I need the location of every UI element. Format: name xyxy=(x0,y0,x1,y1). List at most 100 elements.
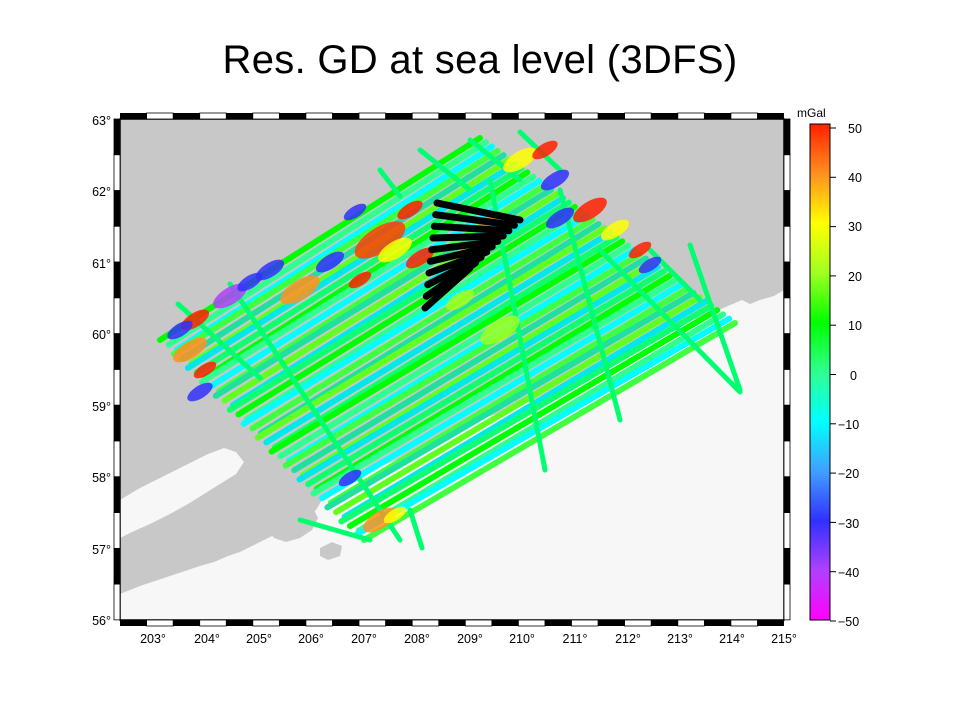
frame-segment xyxy=(491,113,519,119)
anomaly-patch xyxy=(405,247,435,269)
lat-label: 58° xyxy=(92,471,111,485)
colorbar-label: −30 xyxy=(838,517,859,531)
lat-label: 60° xyxy=(92,328,111,342)
frame-segment xyxy=(783,476,791,513)
frame-segment xyxy=(783,583,791,621)
frame-segment xyxy=(783,225,791,263)
lat-label: 61° xyxy=(92,257,111,271)
frame-segment xyxy=(332,620,360,626)
lon-label: 212° xyxy=(615,632,641,646)
lon-label: 203° xyxy=(140,632,166,646)
lon-label: 207° xyxy=(351,632,377,646)
track-line xyxy=(341,298,709,520)
frame-segment xyxy=(704,620,731,626)
track-line xyxy=(282,251,644,469)
anomaly-patch xyxy=(338,469,362,487)
colorbar-ticks xyxy=(830,127,836,622)
colorbar-unit: mGal xyxy=(797,106,826,120)
frame-segment xyxy=(438,620,466,626)
track-line xyxy=(254,225,608,441)
colorbar-label: 10 xyxy=(848,319,862,333)
longitude-tick-labels: 203° 204° 205° 206° 207° 208° 209° 210° … xyxy=(140,632,797,646)
colorbar: mGal 50 40 30 20 10 0 −10 −20 −30 −40 −5… xyxy=(797,106,862,629)
frame-segment xyxy=(226,113,253,119)
frame-segment xyxy=(518,112,546,120)
track-line xyxy=(319,281,685,502)
frame-segment xyxy=(730,619,758,627)
frame-segment xyxy=(113,333,121,370)
frame-segment xyxy=(464,112,493,120)
frame-segment xyxy=(113,512,121,549)
lon-label: 204° xyxy=(194,632,220,646)
frame-segment xyxy=(411,619,440,627)
tie-line xyxy=(597,247,743,395)
frame-segment xyxy=(783,440,791,478)
frame-segment xyxy=(113,190,121,227)
lon-label: 209° xyxy=(457,632,483,646)
frame-segment xyxy=(113,118,121,156)
colorbar-label: 50 xyxy=(848,122,862,136)
anomaly-patch xyxy=(354,221,406,259)
lon-label: 206° xyxy=(298,632,324,646)
anomaly-patch xyxy=(348,271,372,289)
anomaly-patch xyxy=(503,147,537,173)
track-line xyxy=(277,242,632,460)
track-line xyxy=(313,272,673,492)
frame-segment xyxy=(518,619,546,627)
tie-line xyxy=(407,507,425,551)
frame-segment xyxy=(677,619,705,627)
anomaly-patch xyxy=(638,256,662,274)
anomaly-patch xyxy=(193,361,217,379)
anomaly-patch xyxy=(545,207,575,229)
frame-segment xyxy=(783,297,791,335)
frame-segment xyxy=(783,512,791,549)
lon-label: 205° xyxy=(246,632,272,646)
frame-segment xyxy=(704,113,731,119)
anomaly-patch xyxy=(600,219,630,241)
lon-label: 215° xyxy=(771,632,797,646)
colorbar-label: 40 xyxy=(848,171,862,185)
anomaly-patch xyxy=(280,275,320,305)
track-line xyxy=(338,302,715,525)
frame-segment xyxy=(464,619,493,627)
anomaly-patch xyxy=(378,237,412,263)
no-data-stripe xyxy=(433,199,524,224)
frame-segment xyxy=(113,225,121,263)
frame-segment xyxy=(677,112,705,120)
frame-segment xyxy=(571,112,599,120)
frame-segment xyxy=(783,333,791,370)
anomaly-patch xyxy=(480,315,520,345)
no-data-stripe xyxy=(424,253,485,289)
anomaly-patch xyxy=(445,289,475,311)
tie-line xyxy=(687,242,743,393)
anomaly-patch xyxy=(343,203,367,221)
frame-segment xyxy=(385,620,413,626)
frame-segment xyxy=(783,369,791,406)
lat-label: 57° xyxy=(92,543,111,557)
colorbar-label: −50 xyxy=(838,615,859,629)
track-line xyxy=(263,229,614,446)
frame-segment xyxy=(252,112,280,120)
sea-inlet xyxy=(120,448,244,538)
frame-segment xyxy=(173,113,200,119)
frame-segment xyxy=(358,112,386,120)
frame-segment xyxy=(113,548,121,585)
track-line xyxy=(333,294,703,516)
frame-segment xyxy=(783,404,791,442)
anomaly-patch xyxy=(628,241,652,259)
island-small xyxy=(320,542,342,560)
no-data-stripe xyxy=(429,232,507,242)
no-data-stripe xyxy=(432,211,518,229)
frame-segment xyxy=(783,118,791,156)
no-data-stripe xyxy=(425,248,491,277)
frame-segment xyxy=(411,112,440,120)
frame-segment xyxy=(385,113,413,119)
track-line xyxy=(305,268,667,488)
frame-segment xyxy=(491,620,519,626)
frame-segment xyxy=(545,113,572,119)
colorbar-scale xyxy=(809,123,831,621)
colorbar-label: −40 xyxy=(838,566,859,580)
map-frame xyxy=(113,112,791,627)
frame-segment xyxy=(252,619,280,627)
